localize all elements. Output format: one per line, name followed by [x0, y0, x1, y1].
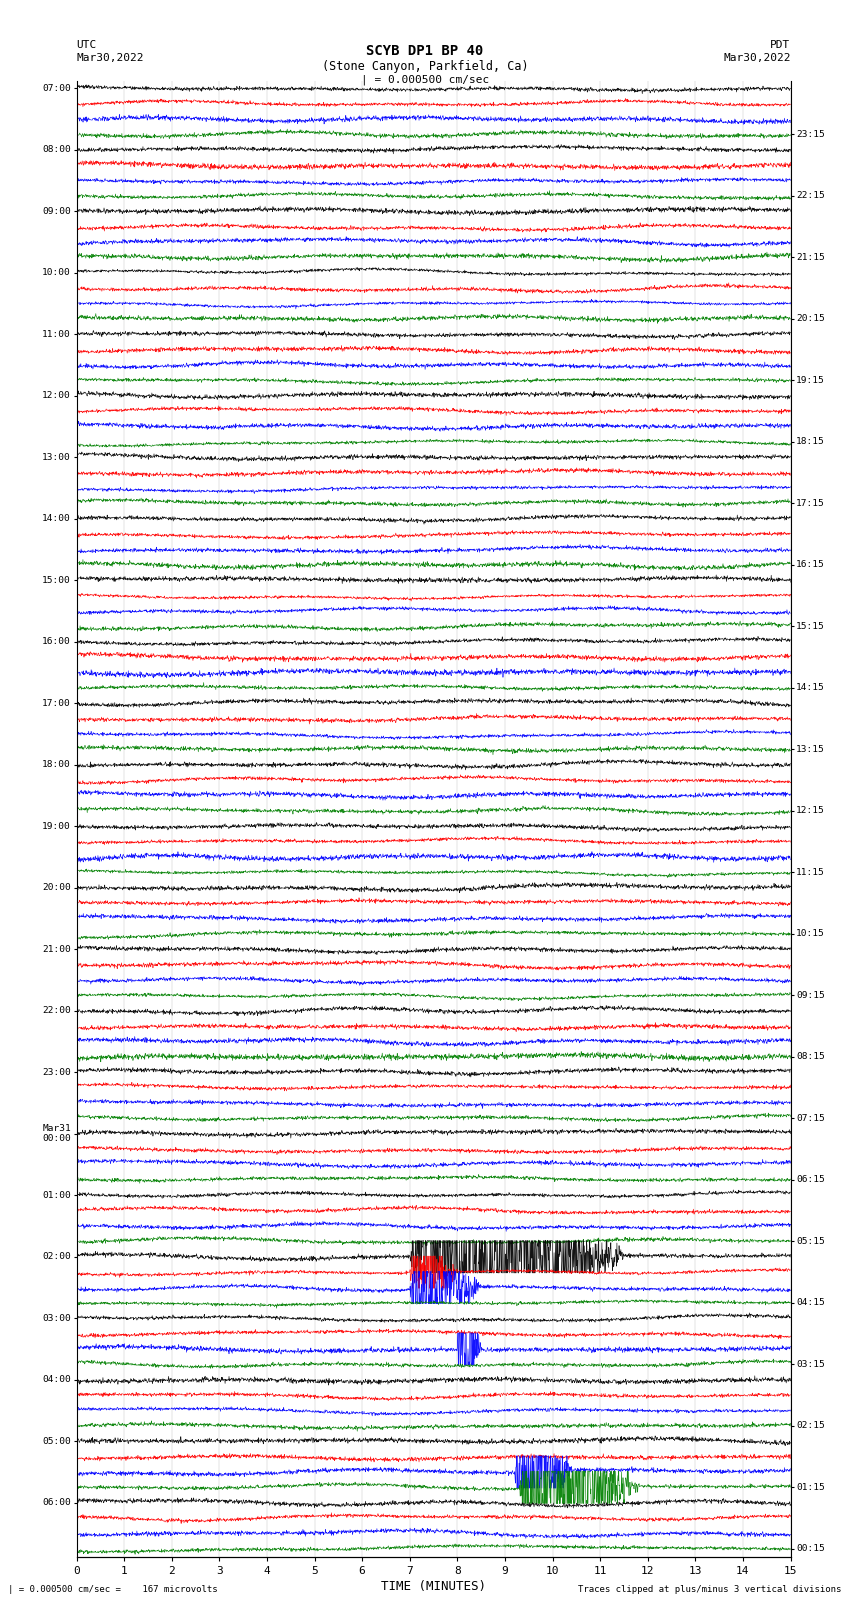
Text: | = 0.000500 cm/sec: | = 0.000500 cm/sec — [361, 74, 489, 85]
Text: Mar30,2022: Mar30,2022 — [723, 53, 791, 63]
Text: Traces clipped at plus/minus 3 vertical divisions: Traces clipped at plus/minus 3 vertical … — [578, 1584, 842, 1594]
X-axis label: TIME (MINUTES): TIME (MINUTES) — [381, 1579, 486, 1592]
Text: (Stone Canyon, Parkfield, Ca): (Stone Canyon, Parkfield, Ca) — [321, 60, 529, 73]
Text: UTC: UTC — [76, 40, 97, 50]
Text: PDT: PDT — [770, 40, 790, 50]
Text: | = 0.000500 cm/sec =    167 microvolts: | = 0.000500 cm/sec = 167 microvolts — [8, 1584, 218, 1594]
Text: SCYB DP1 BP 40: SCYB DP1 BP 40 — [366, 44, 484, 58]
Text: Mar30,2022: Mar30,2022 — [76, 53, 144, 63]
